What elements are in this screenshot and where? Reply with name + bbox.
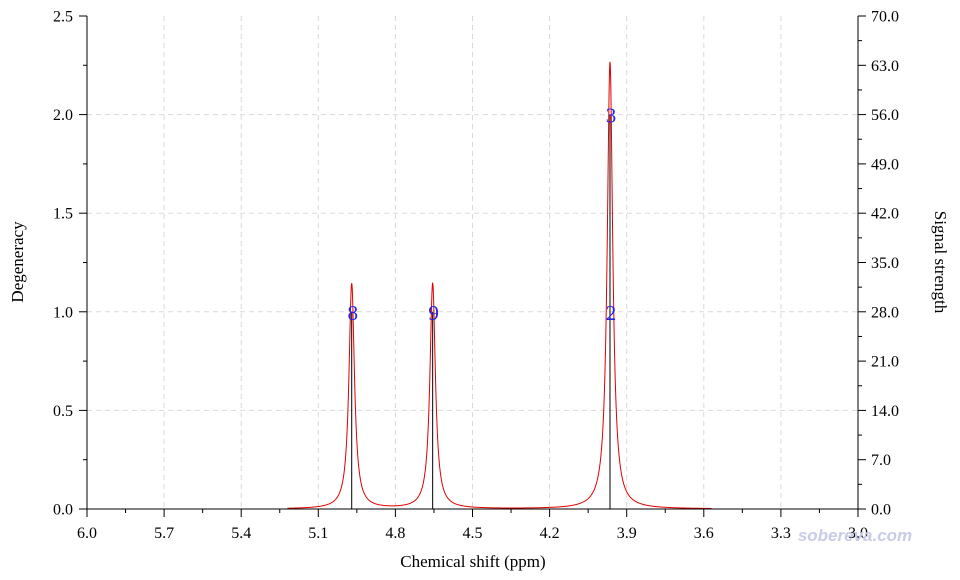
x-tick-label: 3.3 — [771, 525, 791, 542]
x-tick-label: 4.2 — [540, 525, 560, 542]
x-tick-label: 4.5 — [463, 525, 483, 542]
spectrum-curve — [287, 61, 712, 509]
left-y-tick-label: 1.0 — [53, 304, 73, 321]
x-tick-label: 5.4 — [231, 525, 251, 542]
right-y-tick-label: 42.0 — [871, 206, 899, 223]
x-axis-ticks: 6.0 5.7 5.4 5.1 4.8 4.5 4.2 3.9 3.6 3.3 3.0 — [77, 509, 868, 542]
x-tick-label: 3.0 — [848, 525, 868, 542]
x-tick-label: 3.6 — [694, 525, 714, 542]
peak-label: 3 — [606, 104, 617, 128]
x-tick-label: 4.8 — [385, 525, 405, 542]
x-tick-label: 5.1 — [308, 525, 328, 542]
x-axis-title: Chemical shift (ppm) — [400, 552, 545, 571]
right-y-tick-label: 0.0 — [871, 502, 891, 519]
x-tick-label: 5.7 — [154, 525, 174, 542]
right-y-tick-label: 21.0 — [871, 354, 899, 371]
right-y-tick-label: 56.0 — [871, 107, 899, 124]
watermark: sobereva.com — [798, 526, 912, 545]
left-y-axis-title: Degeneracy — [8, 221, 27, 303]
left-y-tick-label: 0.0 — [53, 502, 73, 519]
left-y-tick-label: 1.5 — [53, 206, 73, 223]
right-y-axis-title: Signal strength — [931, 211, 950, 314]
grid-lines — [87, 16, 858, 509]
right-y-tick-label: 28.0 — [871, 304, 899, 321]
peak-labels: 8 9 2 3 — [347, 104, 616, 325]
right-y-tick-label: 49.0 — [871, 156, 899, 173]
left-y-axis-ticks: 0.0 0.5 1.0 1.5 2.0 2.5 — [53, 9, 87, 519]
x-tick-label: 6.0 — [77, 525, 97, 542]
right-y-tick-label: 70.0 — [871, 9, 899, 26]
right-y-tick-label: 7.0 — [871, 452, 891, 469]
right-y-tick-label: 14.0 — [871, 403, 899, 420]
left-y-tick-label: 2.5 — [53, 9, 73, 26]
x-tick-label: 3.9 — [617, 525, 637, 542]
peak-label: 9 — [428, 301, 439, 325]
right-y-axis-ticks: 0.0 7.0 14.0 21.0 28.0 35.0 42.0 49.0 56.0 63.0 70… — [858, 9, 899, 519]
right-y-tick-label: 63.0 — [871, 58, 899, 75]
left-y-tick-label: 2.0 — [53, 107, 73, 124]
stick-layer — [351, 114, 611, 509]
peak-label: 2 — [606, 301, 617, 325]
right-y-tick-label: 35.0 — [871, 255, 899, 272]
spectrum-layer — [287, 61, 712, 509]
peak-label: 8 — [347, 301, 358, 325]
left-y-tick-label: 0.5 — [53, 403, 73, 420]
